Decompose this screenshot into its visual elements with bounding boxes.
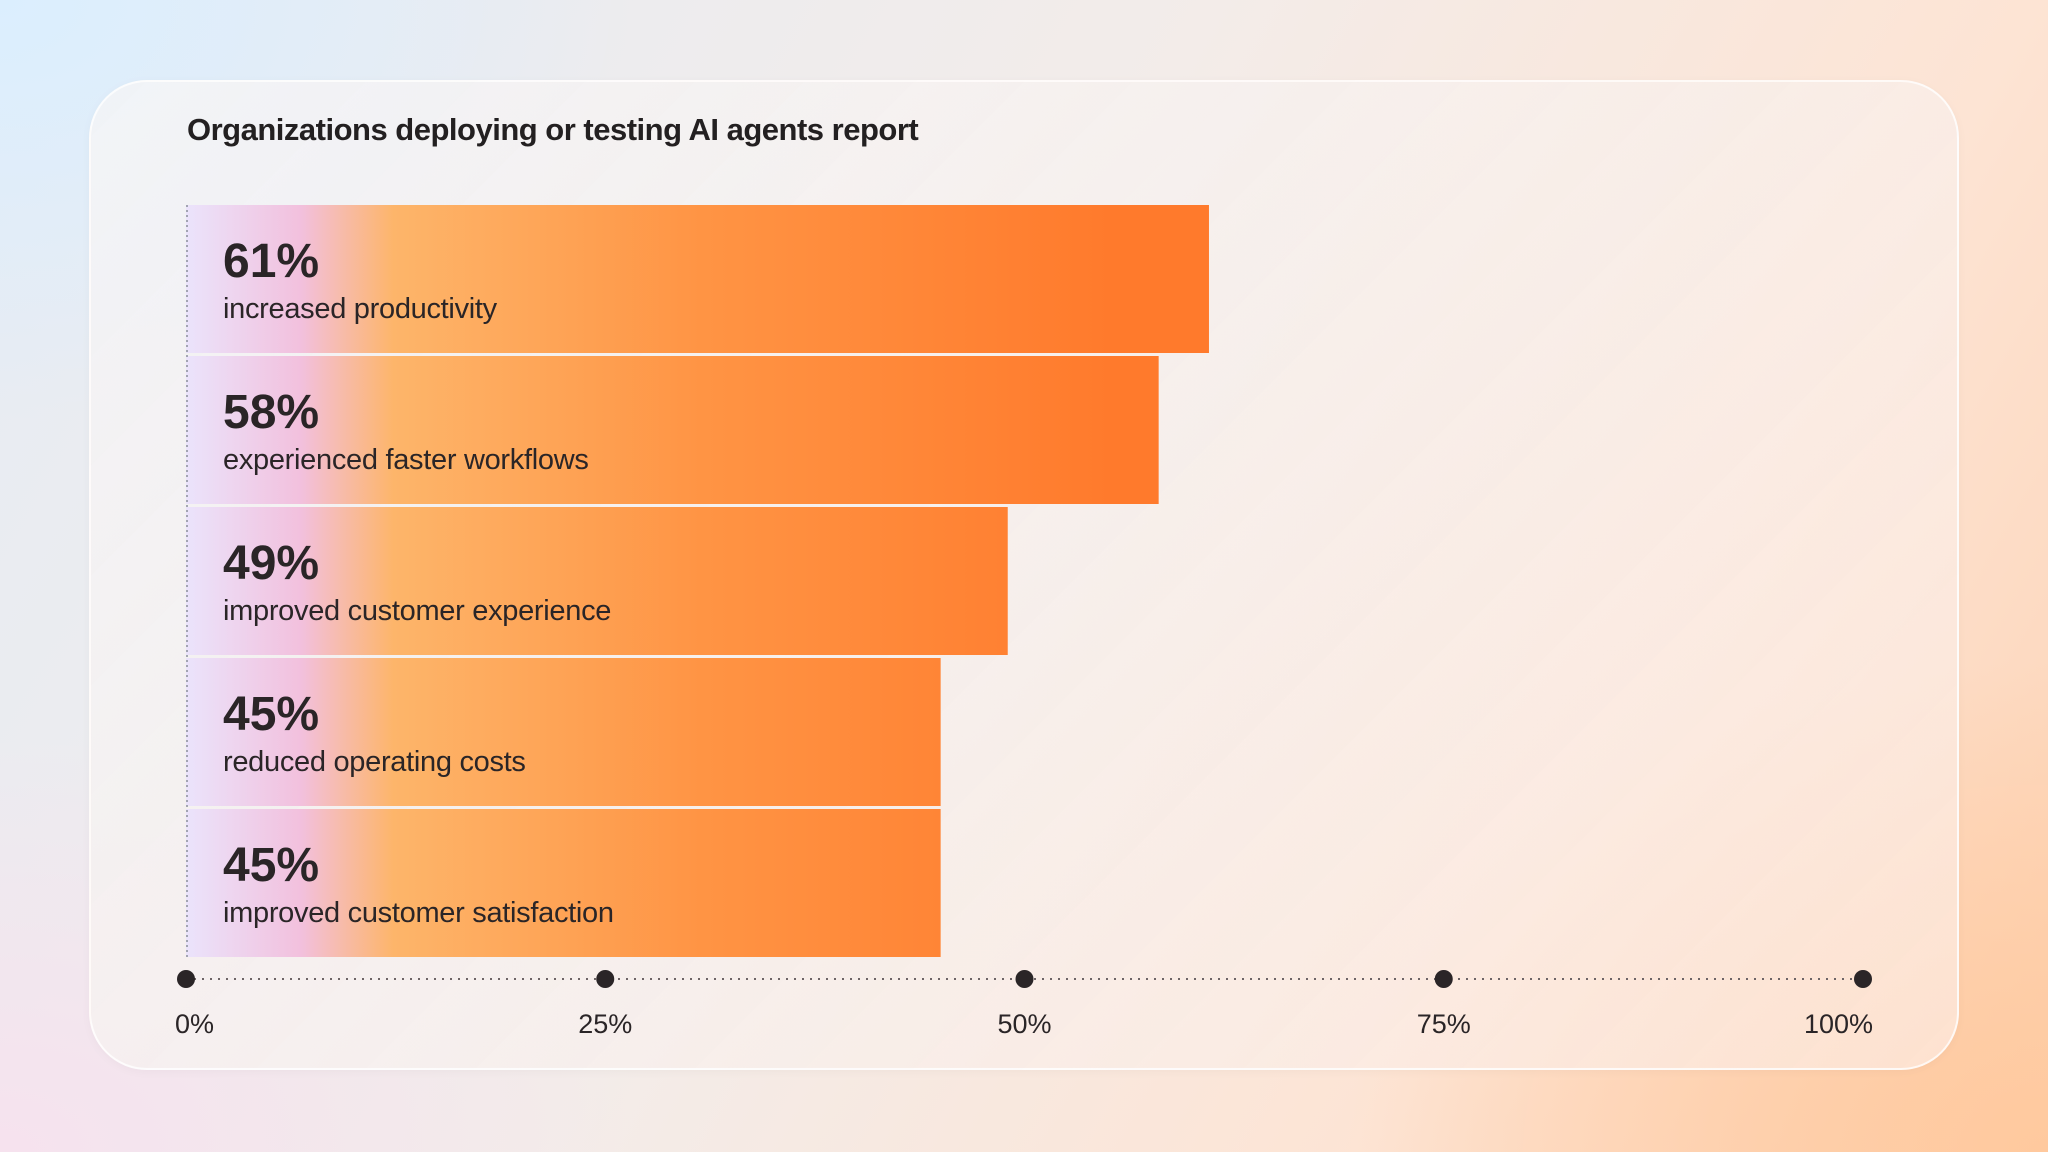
x-tick-dot xyxy=(596,970,615,988)
bar-group: 45% improved customer satisfaction xyxy=(186,809,941,957)
bar-category-label: improved customer experience xyxy=(223,595,611,627)
bar xyxy=(186,507,1008,655)
x-tick-dot xyxy=(1434,970,1453,988)
bar-category-label: experienced faster workflows xyxy=(223,444,589,476)
bars-group: 61% increased productivity 58% experienced … xyxy=(186,205,1209,957)
x-tick-label: 75% xyxy=(1417,1009,1471,1039)
bar-category-label: increased productivity xyxy=(223,293,498,325)
bar-value-label: 45% xyxy=(223,839,319,892)
bar-group: 45% reduced operating costs xyxy=(186,658,941,806)
x-tick-dot xyxy=(1854,970,1872,988)
x-tick-label: 25% xyxy=(578,1009,632,1039)
x-tick-label: 50% xyxy=(997,1009,1051,1039)
x-tick-dot xyxy=(1015,970,1034,988)
bar xyxy=(186,205,1209,353)
x-tick-dot xyxy=(177,970,195,988)
bar-category-label: reduced operating costs xyxy=(223,746,526,778)
bar xyxy=(186,356,1159,504)
bar-category-label: improved customer satisfaction xyxy=(223,897,614,929)
bar-group: 58% experienced faster workflows xyxy=(186,356,1159,504)
bar xyxy=(186,658,941,806)
bar-value-label: 45% xyxy=(223,688,319,741)
bar-group: 49% improved customer experience xyxy=(186,507,1008,655)
bar-value-label: 61% xyxy=(223,235,319,288)
bar-group: 61% increased productivity xyxy=(186,205,1209,353)
bar-value-label: 49% xyxy=(223,537,319,590)
x-axis: 0% 25% 50% 75% 100% xyxy=(175,205,1873,1039)
bar-value-label: 58% xyxy=(223,386,319,439)
bar xyxy=(186,809,941,957)
x-tick-label: 100% xyxy=(1804,1009,1873,1039)
chart-title: Organizations deploying or testing AI ag… xyxy=(187,112,919,147)
x-tick-label: 0% xyxy=(175,1009,214,1039)
